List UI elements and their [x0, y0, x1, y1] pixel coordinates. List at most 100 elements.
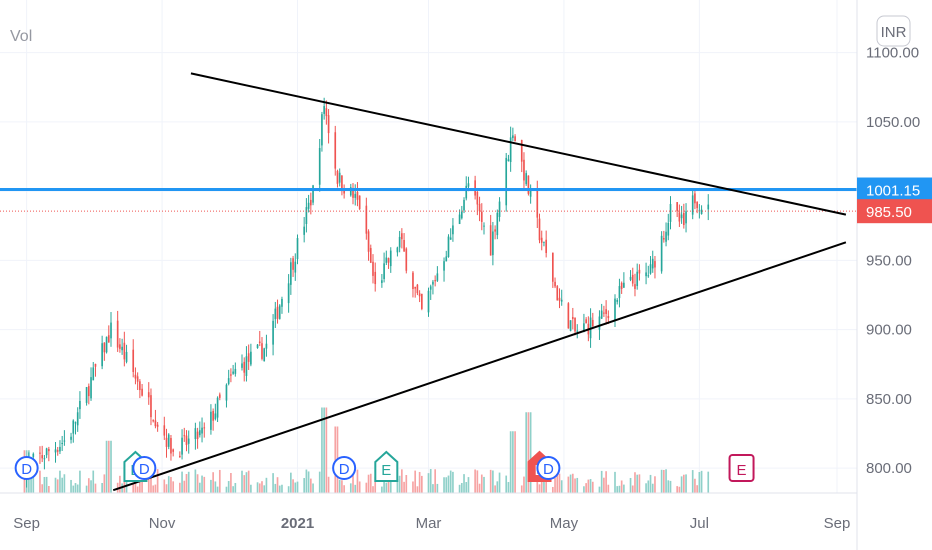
volume-bar [154, 484, 157, 493]
price-axis-labels: 1100.001050.001000.00950.00900.00850.008… [866, 45, 920, 477]
candle-body [278, 305, 281, 319]
volume-bar [434, 469, 436, 493]
volume-bar [445, 477, 448, 493]
candle-body [245, 356, 248, 376]
candle-body [458, 214, 461, 225]
time-axis-labels: Sep Nov 2021 Mar May Jul Sep [13, 515, 850, 532]
volume-bar [618, 485, 621, 493]
volume-bar [54, 477, 57, 493]
candle-body [367, 231, 370, 252]
volume-bar [167, 476, 170, 493]
volume-bar [574, 478, 576, 493]
volume-bar [70, 479, 72, 493]
volume-bar [665, 469, 667, 493]
volume-bar [101, 482, 103, 493]
event-markers: DEDDEEDE [14, 450, 755, 482]
candle-body [198, 430, 201, 436]
volume-bar [691, 470, 694, 493]
candle-body [389, 250, 392, 267]
volume-bar [418, 471, 421, 493]
candle-body [412, 272, 414, 290]
candle-body [234, 368, 237, 374]
volume-bar [505, 475, 508, 493]
candle-body [685, 211, 687, 224]
dividend-icon [332, 456, 357, 480]
x-tick-label: Mar [416, 515, 442, 532]
candle-body [325, 108, 328, 117]
volume-bar [265, 477, 268, 493]
volume-bar [107, 440, 110, 493]
candle-body [691, 195, 694, 215]
volume-bar [309, 478, 312, 493]
volume-bar [520, 485, 523, 493]
volume-bar [90, 480, 92, 493]
candle-body [303, 226, 306, 235]
volume-bar [629, 477, 632, 493]
volume-bar [682, 474, 685, 493]
candle-body [514, 136, 516, 142]
candle-body [556, 286, 559, 301]
candle-body [476, 191, 479, 205]
volume-bar [76, 484, 79, 493]
volume-bar [529, 412, 532, 493]
candle-body [585, 319, 587, 324]
candle-body [647, 275, 650, 277]
candle-body [492, 231, 494, 256]
candle-body [87, 386, 90, 397]
volume-bar [250, 484, 252, 493]
price-tag-label: 1001.15 [866, 183, 920, 200]
candle-body [218, 394, 221, 398]
candle-body [449, 237, 452, 240]
candle-body [629, 276, 632, 280]
volume-bar [551, 486, 554, 493]
volume-bar [483, 476, 485, 493]
volume-bar [243, 475, 246, 493]
candle-body [525, 173, 528, 185]
candle-body [307, 202, 310, 209]
earnings-icon-label: E [381, 462, 391, 479]
candlesticks [23, 97, 710, 488]
volume-bar [396, 479, 399, 493]
dividend-icon [14, 456, 39, 480]
x-tick-label: May [550, 515, 579, 532]
volume-bar [79, 470, 81, 493]
candle-body [372, 261, 374, 276]
volume-bar [498, 472, 501, 493]
volume-bar [152, 485, 155, 493]
volume-bar [247, 470, 250, 493]
candle-body [631, 274, 634, 284]
candle-body [76, 412, 79, 426]
volume-bar [369, 473, 372, 493]
volume-bar [296, 481, 299, 493]
volume-bar [591, 481, 594, 493]
y-tick-label: 1100.00 [866, 45, 919, 62]
candle-body [327, 115, 330, 134]
candle-body [341, 175, 343, 191]
volume-bar [651, 483, 654, 493]
candle-body [700, 209, 703, 215]
x-tick-label: 2021 [281, 515, 314, 532]
volume-bar [432, 484, 434, 493]
candle-body [649, 264, 652, 274]
candle-body [551, 252, 554, 282]
candle-body [498, 201, 501, 217]
candle-body [323, 106, 325, 114]
candle-body [509, 137, 512, 163]
volume-bar [571, 473, 574, 493]
volume-bar [460, 483, 463, 493]
candle-body [432, 281, 434, 285]
volume-bar [216, 486, 219, 493]
candle-body [125, 351, 128, 362]
volume-bar [139, 481, 141, 493]
volume-bar [631, 485, 634, 493]
volume-bar [87, 478, 90, 493]
candle-body [183, 435, 186, 437]
currency-badge[interactable]: INR [876, 15, 911, 47]
volume-bar [294, 482, 297, 493]
candle-body [43, 458, 46, 460]
candle-body [358, 195, 361, 210]
candle-body [660, 235, 663, 272]
price-tag [857, 177, 932, 202]
candle-body [243, 361, 246, 373]
